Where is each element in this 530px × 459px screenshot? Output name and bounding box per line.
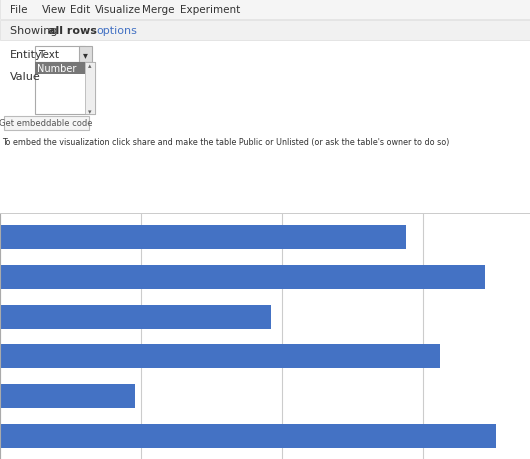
Bar <box>0 213 530 214</box>
Bar <box>0 21 530 41</box>
Text: ▴: ▴ <box>89 63 92 69</box>
Text: File: File <box>10 5 28 15</box>
Text: Number: Number <box>37 64 76 74</box>
Bar <box>0 305 271 329</box>
Bar <box>79 47 92 63</box>
Text: Showing: Showing <box>10 26 61 36</box>
Text: To embed the visualization click share and make the table Public or Unlisted (or: To embed the visualization click share a… <box>2 138 449 147</box>
Text: Visualize: Visualize <box>95 5 142 15</box>
Text: Entity: Entity <box>10 50 42 60</box>
Text: Get embeddable code: Get embeddable code <box>0 119 93 128</box>
Bar <box>0 384 135 408</box>
Text: Experiment: Experiment <box>180 5 240 15</box>
Text: Value: Value <box>10 72 41 82</box>
Text: ▾: ▾ <box>89 109 92 115</box>
Bar <box>85 63 95 115</box>
Bar <box>35 47 85 63</box>
Bar <box>0 265 485 289</box>
Bar <box>0 345 440 369</box>
Text: all rows: all rows <box>48 26 97 36</box>
Bar <box>0 0 530 20</box>
Text: View: View <box>42 5 67 15</box>
Bar <box>35 63 85 75</box>
Bar <box>0 424 496 448</box>
Text: Text: Text <box>38 50 59 60</box>
Text: options: options <box>96 26 137 36</box>
Bar <box>4 117 89 131</box>
Bar <box>35 63 95 115</box>
Text: ▾: ▾ <box>83 50 88 60</box>
Text: Merge: Merge <box>142 5 174 15</box>
Text: Edit: Edit <box>70 5 90 15</box>
Bar <box>0 226 406 249</box>
